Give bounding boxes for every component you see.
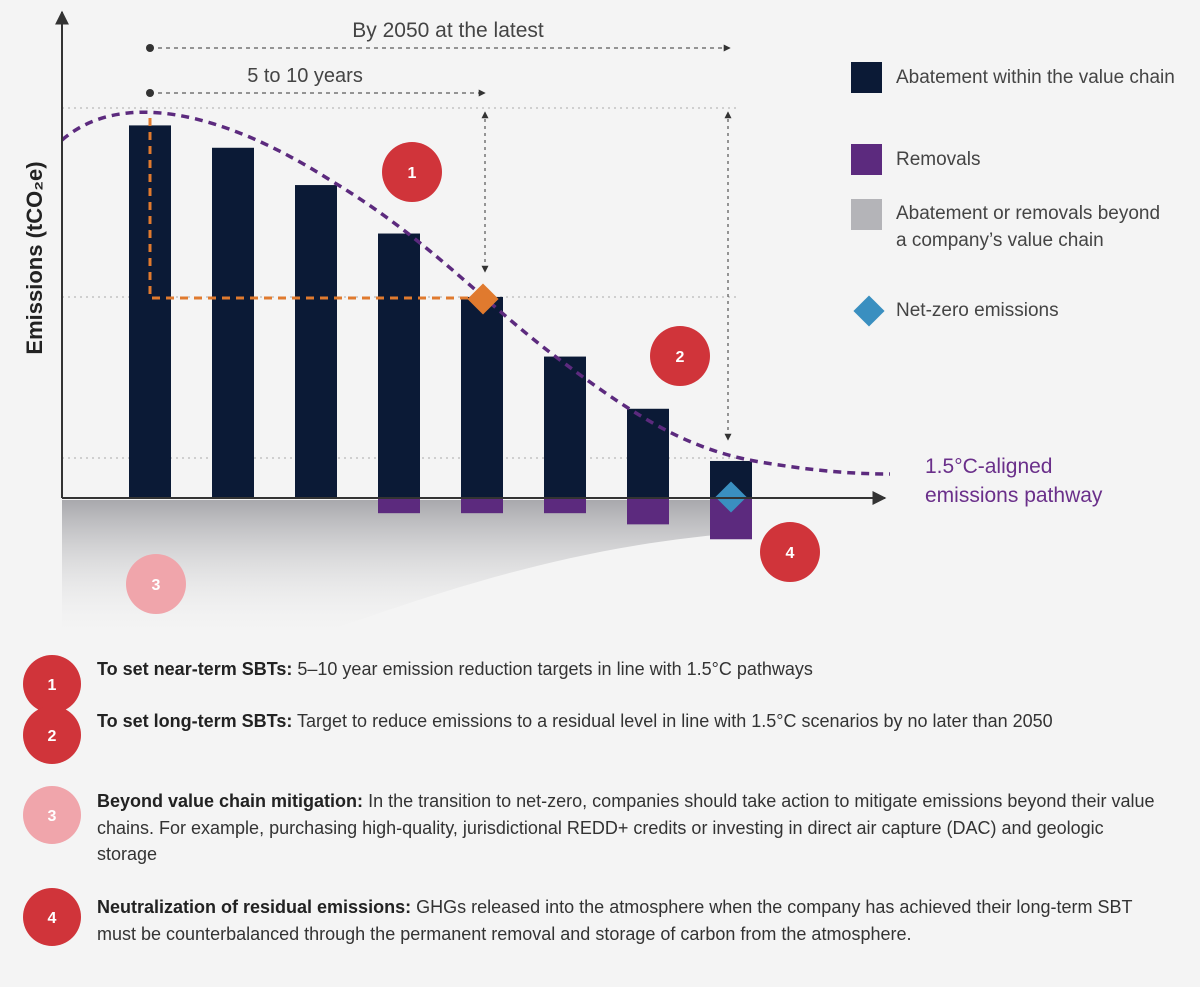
marker-circle [126,554,186,614]
note-title: To set near-term SBTs: [97,659,293,679]
legend-swatch [851,199,882,230]
marker-circle [760,522,820,582]
note-title: To set long-term SBTs: [97,711,293,731]
legend-entry: Net-zero emissions [896,300,1059,321]
note-text: Target to reduce emissions to a residual… [297,711,1053,731]
note: To set long-term SBTs: Target to reduce … [97,708,1167,735]
emission-bar [544,356,586,499]
removal-bar [627,498,669,525]
legend-swatch [851,62,882,93]
legend-entry: Removals [896,149,981,170]
note-number: 1 [48,677,57,694]
pathway-label: 1.5°C-aligned emissions pathway [925,455,1103,507]
marker-number: 2 [676,349,685,366]
near-term-target-line [148,118,483,300]
marker-circle [650,326,710,386]
note-text: 5–10 year emission reduction targets in … [297,659,813,679]
emission-bar [129,125,171,499]
note-text: GHGs released into the atmosphere when t… [97,897,1133,944]
emission-bar [461,296,503,499]
note: To set near-term SBTs: 5–10 year emissio… [97,656,1167,683]
beyond-value-chain-area [62,500,752,640]
note: Neutralization of residual emissions: GH… [97,894,1167,947]
emission-bar [212,147,254,499]
emission-bar [295,185,337,499]
target-diamond [467,283,499,315]
note-number: 3 [48,808,57,825]
legend-swatch [853,295,885,327]
note-circle [23,655,81,713]
note: Beyond value chain mitigation: In the tr… [97,788,1167,868]
note-number: 4 [48,910,57,927]
span-start [146,89,154,97]
y-axis-label: Emissions (tCO₂e) [22,161,47,354]
pathway-curve [60,110,891,476]
note-circle [23,706,81,764]
pathway-label-line: emissions pathway [925,484,1103,507]
note-text: In the transition to net-zero, companies… [97,791,1155,864]
legend-entry: Abatement within the value chain [896,67,1175,88]
note-circle [23,888,81,946]
removal-bar [544,498,586,514]
removal-bar [461,498,503,514]
emission-bar [378,233,420,499]
legend-entry: Abatement or removals beyond a company’s… [896,203,1161,251]
span-label: By 2050 at the latest [352,19,544,42]
marker-number: 4 [786,545,795,562]
span-label: 5 to 10 years [247,65,363,87]
emission-bar [627,408,669,499]
pathway-label-line: 1.5°C-aligned [925,455,1052,478]
marker-number: 3 [152,577,161,594]
note-number: 2 [48,728,57,745]
note-circle [23,786,81,844]
note-title: Neutralization of residual emissions: [97,897,412,917]
span-start [146,44,154,52]
marker-circle [382,142,442,202]
legend-swatch [851,144,882,175]
removal-bar [378,498,420,514]
marker-number: 1 [408,165,417,182]
note-title: Beyond value chain mitigation: [97,791,364,811]
